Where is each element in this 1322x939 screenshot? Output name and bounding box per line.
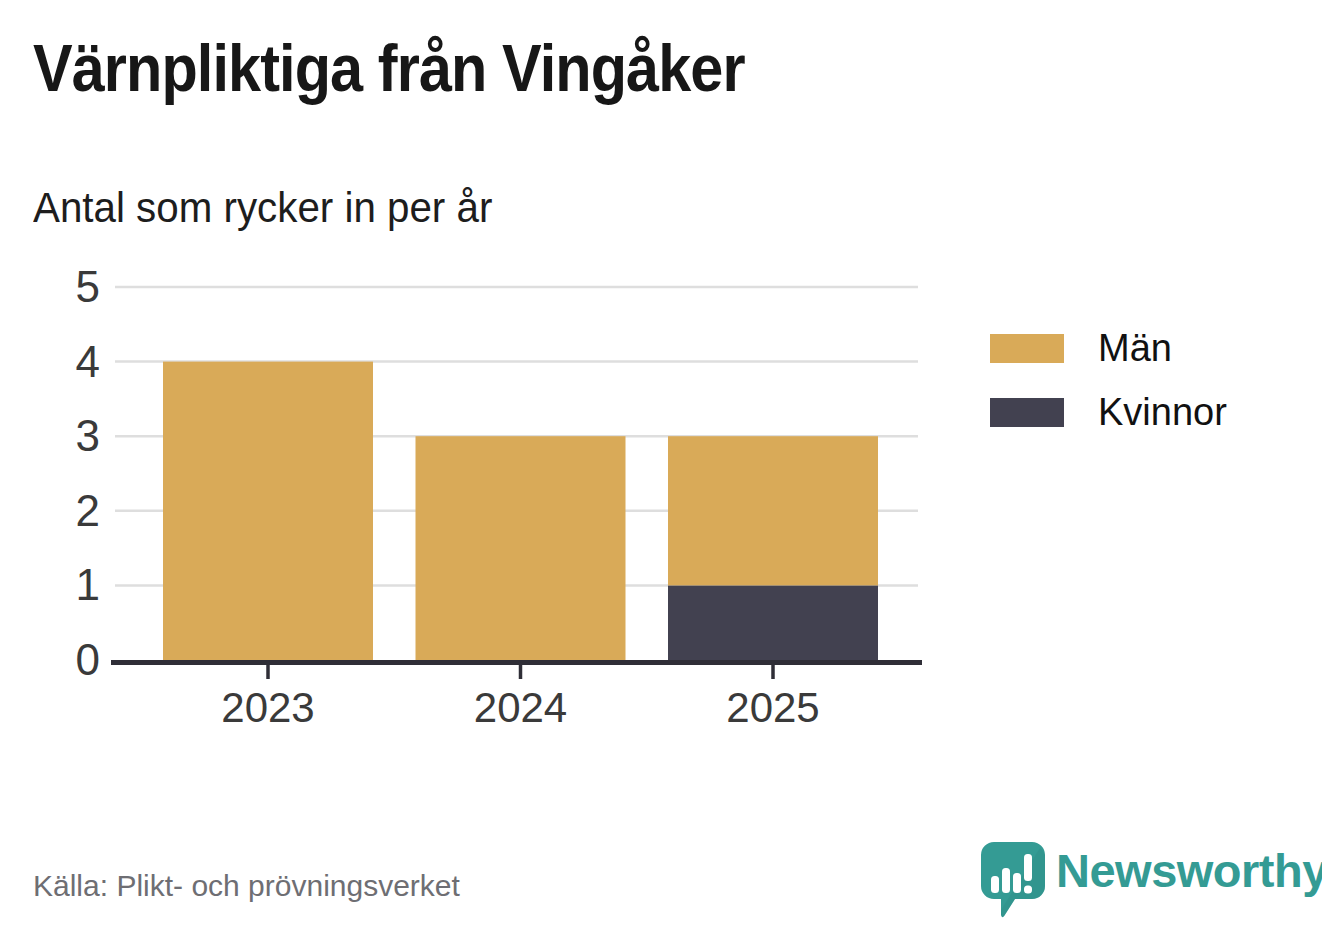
y-tick-label-0: 0 bbox=[76, 635, 100, 684]
x-tick-label-2025: 2025 bbox=[726, 684, 819, 731]
bar-chart-plot: 2023 2024 2025 0 1 2 3 4 5 bbox=[0, 270, 940, 735]
chart-legend: Män Kvinnor bbox=[990, 329, 1227, 457]
source-caption: Källa: Plikt- och prövningsverket bbox=[33, 869, 460, 903]
newsworthy-brand: Newsworthy bbox=[980, 841, 1322, 921]
legend-item-kvinnor: Kvinnor bbox=[990, 393, 1227, 431]
bar-segment-män-2023 bbox=[163, 362, 373, 660]
bar-segment-kvinnor-2025 bbox=[668, 585, 878, 660]
y-tick-label-5: 5 bbox=[76, 270, 100, 311]
chart-card: Värnpliktiga från Vingåker Antal som ryc… bbox=[0, 0, 1322, 939]
chart-subtitle: Antal som rycker in per år bbox=[33, 184, 492, 232]
bar-segment-män-2024 bbox=[416, 436, 626, 660]
legend-swatch-man bbox=[990, 334, 1064, 363]
legend-item-man: Män bbox=[990, 329, 1227, 367]
x-tick-label-2023: 2023 bbox=[221, 684, 314, 731]
y-tick-label-1: 1 bbox=[76, 560, 100, 609]
y-tick-label-2: 2 bbox=[76, 486, 100, 535]
legend-swatch-kvinnor bbox=[990, 398, 1064, 427]
chart-title: Värnpliktiga från Vingåker bbox=[33, 34, 745, 103]
speech-bubble-bar-chart-icon bbox=[980, 841, 1046, 921]
newsworthy-wordmark: Newsworthy bbox=[1056, 847, 1322, 894]
x-tick-label-2024: 2024 bbox=[474, 684, 567, 731]
y-tick-label-4: 4 bbox=[76, 337, 100, 386]
legend-label-kvinnor: Kvinnor bbox=[1098, 393, 1227, 431]
legend-label-man: Män bbox=[1098, 329, 1172, 367]
y-tick-label-3: 3 bbox=[76, 411, 100, 460]
bar-segment-män-2025 bbox=[668, 436, 878, 585]
